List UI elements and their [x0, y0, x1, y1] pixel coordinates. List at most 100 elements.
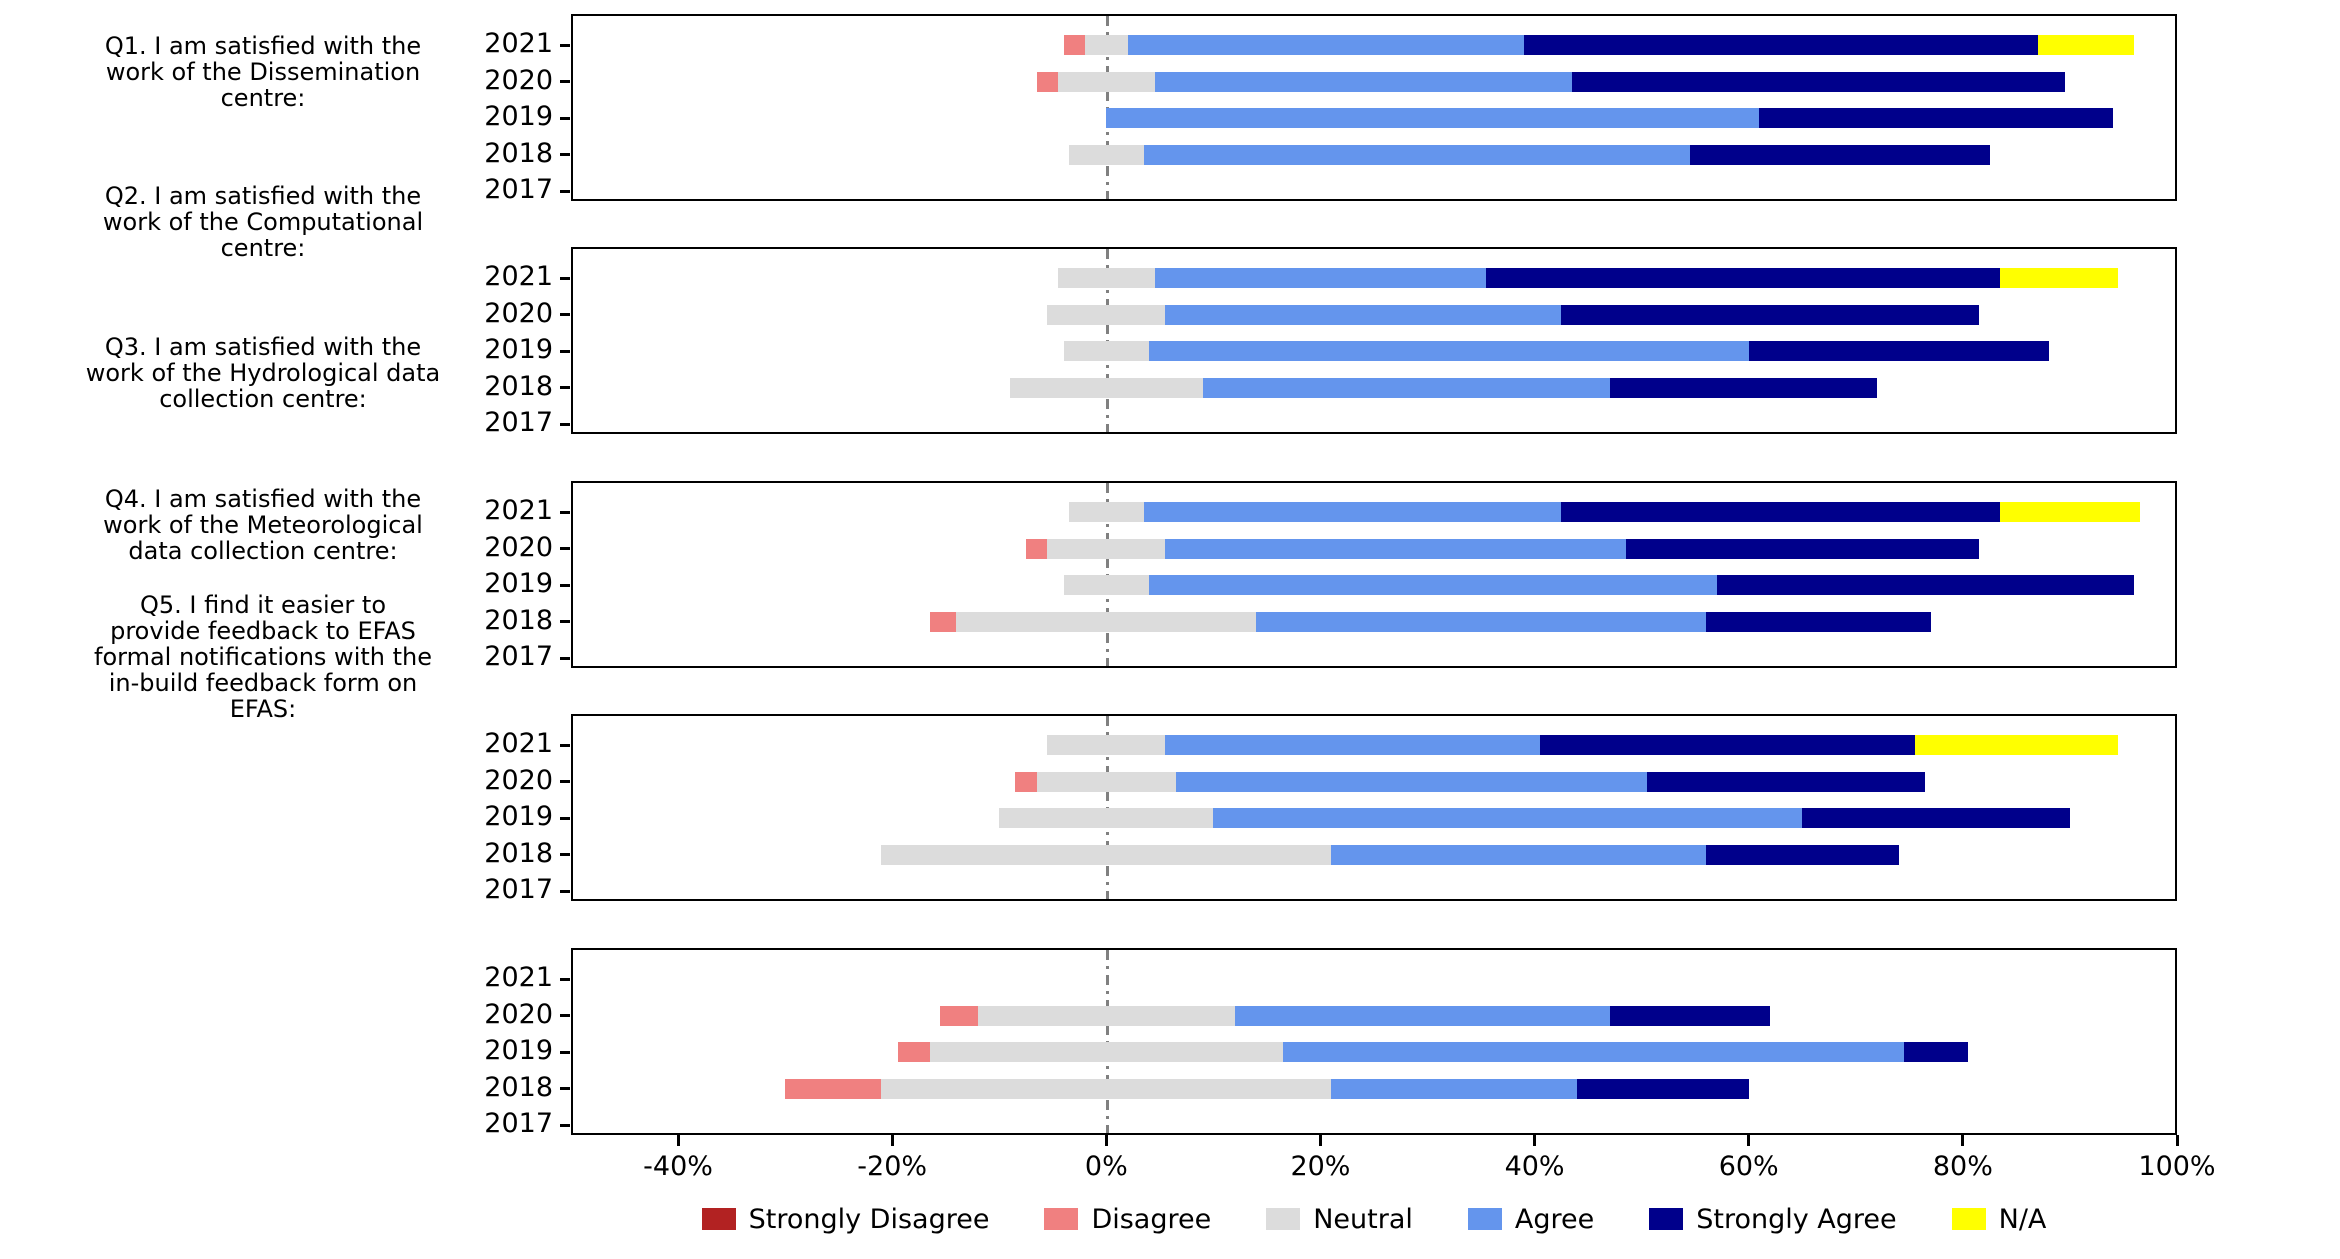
bar-segment-disagree: [929, 611, 957, 632]
x-tick: [1533, 1135, 1537, 1146]
y-tick: [560, 510, 570, 514]
ytick-label-year: 2019: [484, 568, 553, 599]
bar-segment-agree: [1143, 502, 1562, 522]
bar-segment-neutral: [1047, 304, 1166, 325]
ytick-label-year: 2019: [484, 1035, 553, 1066]
bar-segment-strongly-agree: [1523, 35, 2038, 55]
x-tick: [1961, 1135, 1965, 1146]
bar-segment-agree: [1213, 808, 1803, 828]
x-tick: [890, 1135, 894, 1146]
bar-segment-neutral: [1068, 144, 1144, 165]
bar-segment-neutral: [1068, 502, 1144, 522]
ytick-label-year: 2018: [484, 837, 553, 869]
bar-segment-disagree: [1026, 538, 1048, 559]
ytick-label-year: 2018: [484, 137, 553, 169]
y-tick: [560, 1087, 570, 1090]
bar-segment-agree: [1202, 377, 1610, 398]
xtick-label: 100%: [2138, 1151, 2216, 1182]
y-tick: [560, 583, 570, 587]
bar-segment-strongly-agree: [1561, 304, 1979, 325]
panel-title-q4: Q4. I am satisfied with the work of the M…: [28, 486, 498, 564]
bar-segment-strongly-agree: [1716, 575, 2135, 595]
bar-segment-neutral: [1009, 377, 1203, 398]
x-tick: [1747, 1135, 1751, 1146]
bar-segment-agree: [1143, 144, 1690, 165]
x-axis: -40% -20% 0% 20% 40% 60% 80% 100%: [571, 1135, 2216, 1195]
ytick-label-year: 2021: [484, 962, 553, 993]
ytick-label-year: 2017: [484, 641, 553, 672]
xtick-label: 40%: [1504, 1151, 1565, 1182]
bar-segment-neutral: [1036, 771, 1176, 792]
ytick-label-year: 2020: [484, 531, 553, 563]
bar-segment-strongly-agree: [1577, 1078, 1749, 1099]
y-tick: [560, 80, 570, 83]
bar-segment-strongly-agree: [1759, 108, 2113, 128]
y-tick: [560, 547, 570, 550]
bar-segment-neutral: [956, 611, 1257, 632]
panel-title-line: data collection centre:: [128, 537, 398, 565]
x-tick: [1318, 1135, 1322, 1146]
ytick-label-year: 2021: [484, 728, 553, 759]
bar-segment-strongly-agree: [1625, 538, 1979, 559]
legend-label: Disagree: [1091, 1203, 1212, 1235]
bar-segment-strongly-agree: [1903, 1042, 1969, 1062]
bar-segment-disagree: [785, 1078, 882, 1099]
y-tick: [560, 349, 570, 353]
y-tick: [560, 889, 570, 893]
ytick-label-year: 2021: [484, 28, 553, 59]
legend-swatch: [701, 1208, 736, 1230]
ytick-label-year: 2019: [484, 101, 553, 132]
bar-segment-agree: [1256, 611, 1706, 632]
panel-title-line: Q5. I find it easier to: [139, 591, 387, 619]
zero-line: [1106, 249, 1110, 432]
legend-item-neutral: Neutral: [1266, 1204, 1413, 1235]
legend-label: Strongly Disagree: [748, 1203, 990, 1235]
panel-q5-plot: 2021 2020 2019 2018 2017: [484, 948, 2177, 1139]
ytick-label-year: 2017: [484, 174, 553, 205]
bar-segment-agree: [1282, 1042, 1904, 1062]
bar-segment-neutral: [977, 1005, 1235, 1026]
zero-line: [1106, 483, 1110, 666]
bar-segment-neutral: [1084, 35, 1128, 55]
panel-title-line: Q2. I am satisfied with the: [104, 182, 422, 210]
y-tick: [560, 780, 570, 783]
bar-segment-strongly-agree: [1689, 144, 1990, 165]
panel-title-line: provide feedback to EFAS: [110, 617, 416, 645]
panel-title-q3: Q3. I am satisfied with the work of the H…: [28, 334, 498, 412]
y-tick: [560, 1050, 570, 1054]
bar-segment-strongly-agree: [1705, 611, 1931, 632]
panel-title-line: work of the Hydrological data: [85, 359, 441, 387]
x-tick: [676, 1135, 680, 1146]
ytick-label-year: 2018: [484, 1071, 553, 1103]
bar-segment-neutral: [929, 1042, 1283, 1062]
panel-title-line: EFAS:: [229, 695, 297, 723]
ytick-label-year: 2019: [484, 801, 553, 832]
legend-item-na: N/A: [1951, 1204, 2046, 1235]
panel-title-q5: Q5. I find it easier to provide feedback …: [28, 592, 498, 722]
panel-q1-plot: 2021 2020 2019 2018 2017: [484, 14, 2177, 205]
panel-title-line: collection centre:: [159, 385, 367, 413]
ytick-label-year: 2021: [484, 261, 553, 292]
bar-segment-neutral: [1047, 538, 1166, 559]
y-tick: [560, 1014, 570, 1017]
bar-segment-strongly-agree: [1609, 377, 1878, 398]
y-tick: [560, 620, 570, 623]
y-tick: [560, 422, 570, 426]
bar-segment-strongly-agree: [1705, 844, 1899, 865]
bar-segment-agree: [1149, 341, 1749, 361]
legend-item-agree: Agree: [1467, 1204, 1594, 1235]
panel-title-line: formal notifications with the: [94, 643, 432, 671]
panel-title-line: Q1. I am satisfied with the: [104, 32, 422, 60]
x-tick: [2175, 1135, 2179, 1146]
y-tick: [560, 656, 570, 660]
bar-segment-agree: [1234, 1005, 1610, 1026]
panel-title-line: Q4. I am satisfied with the: [104, 485, 422, 513]
zero-line: [1106, 950, 1110, 1133]
zero-line: [1106, 716, 1110, 899]
zero-line: [1106, 16, 1110, 199]
xtick-label: 60%: [1718, 1151, 1779, 1182]
legend: Strongly Disagree Disagree Neutral Agree Str…: [571, 1196, 2177, 1242]
bar-segment-na: [2000, 502, 2140, 522]
ytick-label-year: 2020: [484, 64, 553, 96]
bar-segment-strongly-agree: [1748, 341, 2049, 361]
